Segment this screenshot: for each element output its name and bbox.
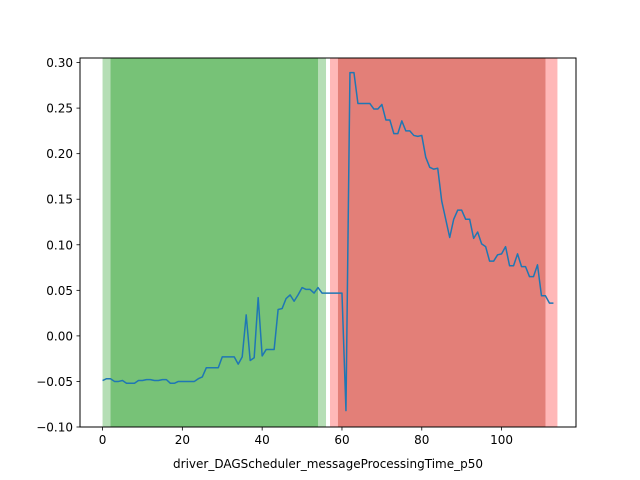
y-tick-label: −0.05 (36, 375, 73, 389)
y-tick-label: 0.15 (46, 193, 73, 207)
x-tick-label: 0 (99, 433, 107, 447)
x-tick-label: 60 (334, 433, 349, 447)
plot-frame (79, 57, 577, 428)
y-tick-label: 0.10 (46, 238, 73, 252)
y-tick-label: 0.20 (46, 147, 73, 161)
highlight-band-3 (337, 58, 546, 427)
y-tick-label: −0.10 (36, 421, 73, 435)
x-tick-label: 20 (175, 433, 190, 447)
series-line-0 (102, 71, 554, 412)
highlight-band-1 (110, 58, 319, 427)
highlight-band-2 (329, 58, 558, 427)
x-axis-ticks: 0 20 40 60 80 100 (99, 427, 513, 447)
y-tick-label: 0.25 (46, 102, 73, 116)
highlight-bands (102, 58, 558, 427)
x-tick-label: 80 (414, 433, 429, 447)
x-tick-label: 40 (255, 433, 270, 447)
x-tick-label: 100 (490, 433, 513, 447)
y-tick-label: 0.30 (46, 56, 73, 70)
y-tick-label: 0.05 (46, 284, 73, 298)
series-group (102, 71, 554, 412)
y-tick-label: 0.00 (46, 329, 73, 343)
highlight-band-0 (102, 58, 327, 427)
x-axis-label: driver_DAGScheduler_messageProcessingTim… (173, 457, 483, 471)
y-axis-ticks: −0.10 −0.05 0.00 0.05 0.10 0.15 0.20 0.25 0.30 (36, 56, 80, 435)
